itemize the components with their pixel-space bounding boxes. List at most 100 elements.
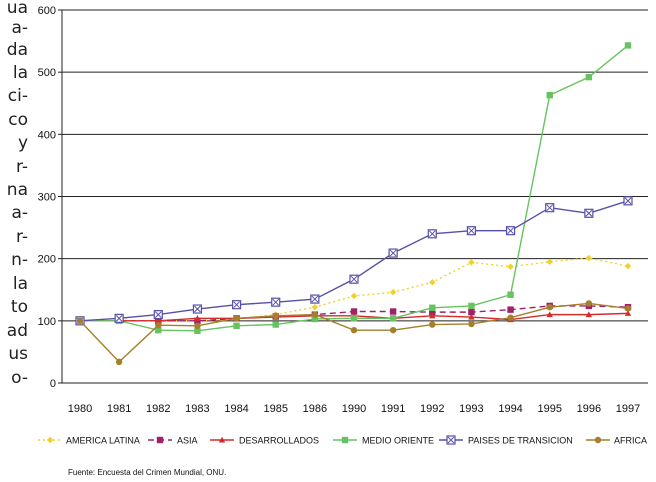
data-point (624, 310, 632, 316)
marker-cross (546, 204, 554, 212)
data-point (46, 436, 54, 444)
marker-cross (350, 275, 358, 283)
data-point (272, 321, 279, 328)
marker-cross (154, 311, 162, 318)
legend-label: MEDIO ORIENTE (362, 436, 434, 446)
data-point (468, 320, 475, 328)
source-note: Fuente: Encuesta del Crimen Mundial, ONU… (68, 468, 226, 477)
marker-cross (194, 305, 201, 313)
legend-label: DESARROLLADOS (239, 436, 319, 446)
side-text-line: o- (11, 368, 28, 388)
x-tick-label: 1991 (381, 403, 405, 415)
data-point (546, 303, 553, 311)
y-tick-label: 200 (38, 254, 56, 266)
legend-item: AFRICA (586, 436, 647, 446)
marker-cross (233, 301, 240, 309)
data-point (311, 311, 319, 318)
x-tick-label: 1984 (224, 403, 248, 415)
data-point (624, 305, 632, 312)
data-point (427, 229, 437, 239)
data-point (594, 436, 602, 444)
data-point (233, 322, 240, 330)
data-point (341, 436, 349, 444)
data-point (192, 304, 203, 314)
data-point (624, 262, 632, 270)
data-point (194, 322, 201, 330)
data-point (545, 203, 555, 213)
x-tick-label: 1981 (107, 403, 131, 415)
x-tick-label: 1983 (185, 403, 209, 415)
x-tick-label: 1994 (498, 403, 522, 415)
data-point (156, 436, 164, 444)
side-text-line: na (6, 180, 28, 200)
data-point (507, 314, 514, 321)
axes: 0 100 200 300 400 500 600 1980 1981 1982 1983 1984 1… (38, 5, 641, 415)
marker-cross (272, 298, 280, 306)
data-point (231, 300, 242, 310)
side-text-fragment: ua a-da la ci-co y r-na a-r-n-la to ad us o- (0, 0, 30, 482)
x-tick-label: 1986 (303, 403, 327, 415)
data-point (624, 42, 632, 49)
data-point (623, 196, 633, 206)
series-line (80, 44, 629, 332)
x-tick-label: 1992 (420, 403, 444, 415)
data-point (468, 313, 475, 320)
data-point (466, 226, 477, 236)
marker-cross (507, 227, 514, 235)
x-tick-label: 1995 (537, 403, 561, 415)
data-point (389, 315, 397, 322)
side-text-line: a- (11, 203, 28, 223)
data-point (350, 326, 358, 334)
data-point (155, 321, 162, 329)
data-point (114, 313, 124, 323)
marker-cross (447, 436, 455, 444)
data-point (350, 292, 358, 300)
data-point (429, 279, 436, 286)
marker-cross (115, 314, 123, 322)
data-point (505, 226, 516, 236)
data-point (194, 315, 201, 321)
x-tick-label: 1990 (342, 403, 366, 415)
data-point (218, 436, 226, 443)
side-text-line: da (6, 40, 28, 60)
data-point (271, 297, 281, 307)
data-point (389, 289, 397, 296)
data-point (429, 321, 436, 328)
y-tick-label: 600 (38, 5, 56, 17)
data-point (153, 310, 163, 320)
data-point (76, 317, 84, 325)
data-point (507, 263, 514, 270)
data-point (389, 308, 397, 315)
marker-cross (585, 209, 593, 217)
side-text-line: ua (6, 0, 28, 18)
side-text-line: y (17, 133, 28, 153)
data-point (585, 300, 593, 307)
data-point (507, 306, 514, 313)
y-tick-label: 100 (38, 316, 56, 328)
data-point (233, 315, 240, 322)
data-point (350, 315, 358, 322)
data-point (546, 258, 553, 265)
legend-item: DESARROLLADOS (210, 436, 319, 446)
marker-cross (468, 227, 475, 235)
y-tick-label: 400 (38, 129, 56, 141)
x-tick-label: 1993 (459, 403, 483, 415)
legend-label: ASIA (177, 436, 198, 446)
marker-cross (311, 295, 319, 303)
marker-cross (624, 197, 632, 205)
data-point (389, 326, 397, 334)
side-text-line: n- (11, 250, 28, 270)
side-text-line: us (8, 344, 28, 364)
data-point (446, 435, 456, 445)
side-text-line: la (12, 274, 28, 294)
legend-label: AMERICA LATINA (66, 436, 140, 446)
data-point (468, 308, 475, 316)
y-tick-label: 0 (50, 378, 56, 390)
legend-item: AMERICA LATINA (38, 436, 140, 446)
data-point (585, 73, 593, 81)
data-point (272, 312, 279, 320)
data-point (468, 302, 475, 310)
x-tick-label: 1982 (146, 403, 170, 415)
legend-label: AFRICA (614, 436, 647, 446)
y-tick-label: 500 (38, 67, 56, 79)
